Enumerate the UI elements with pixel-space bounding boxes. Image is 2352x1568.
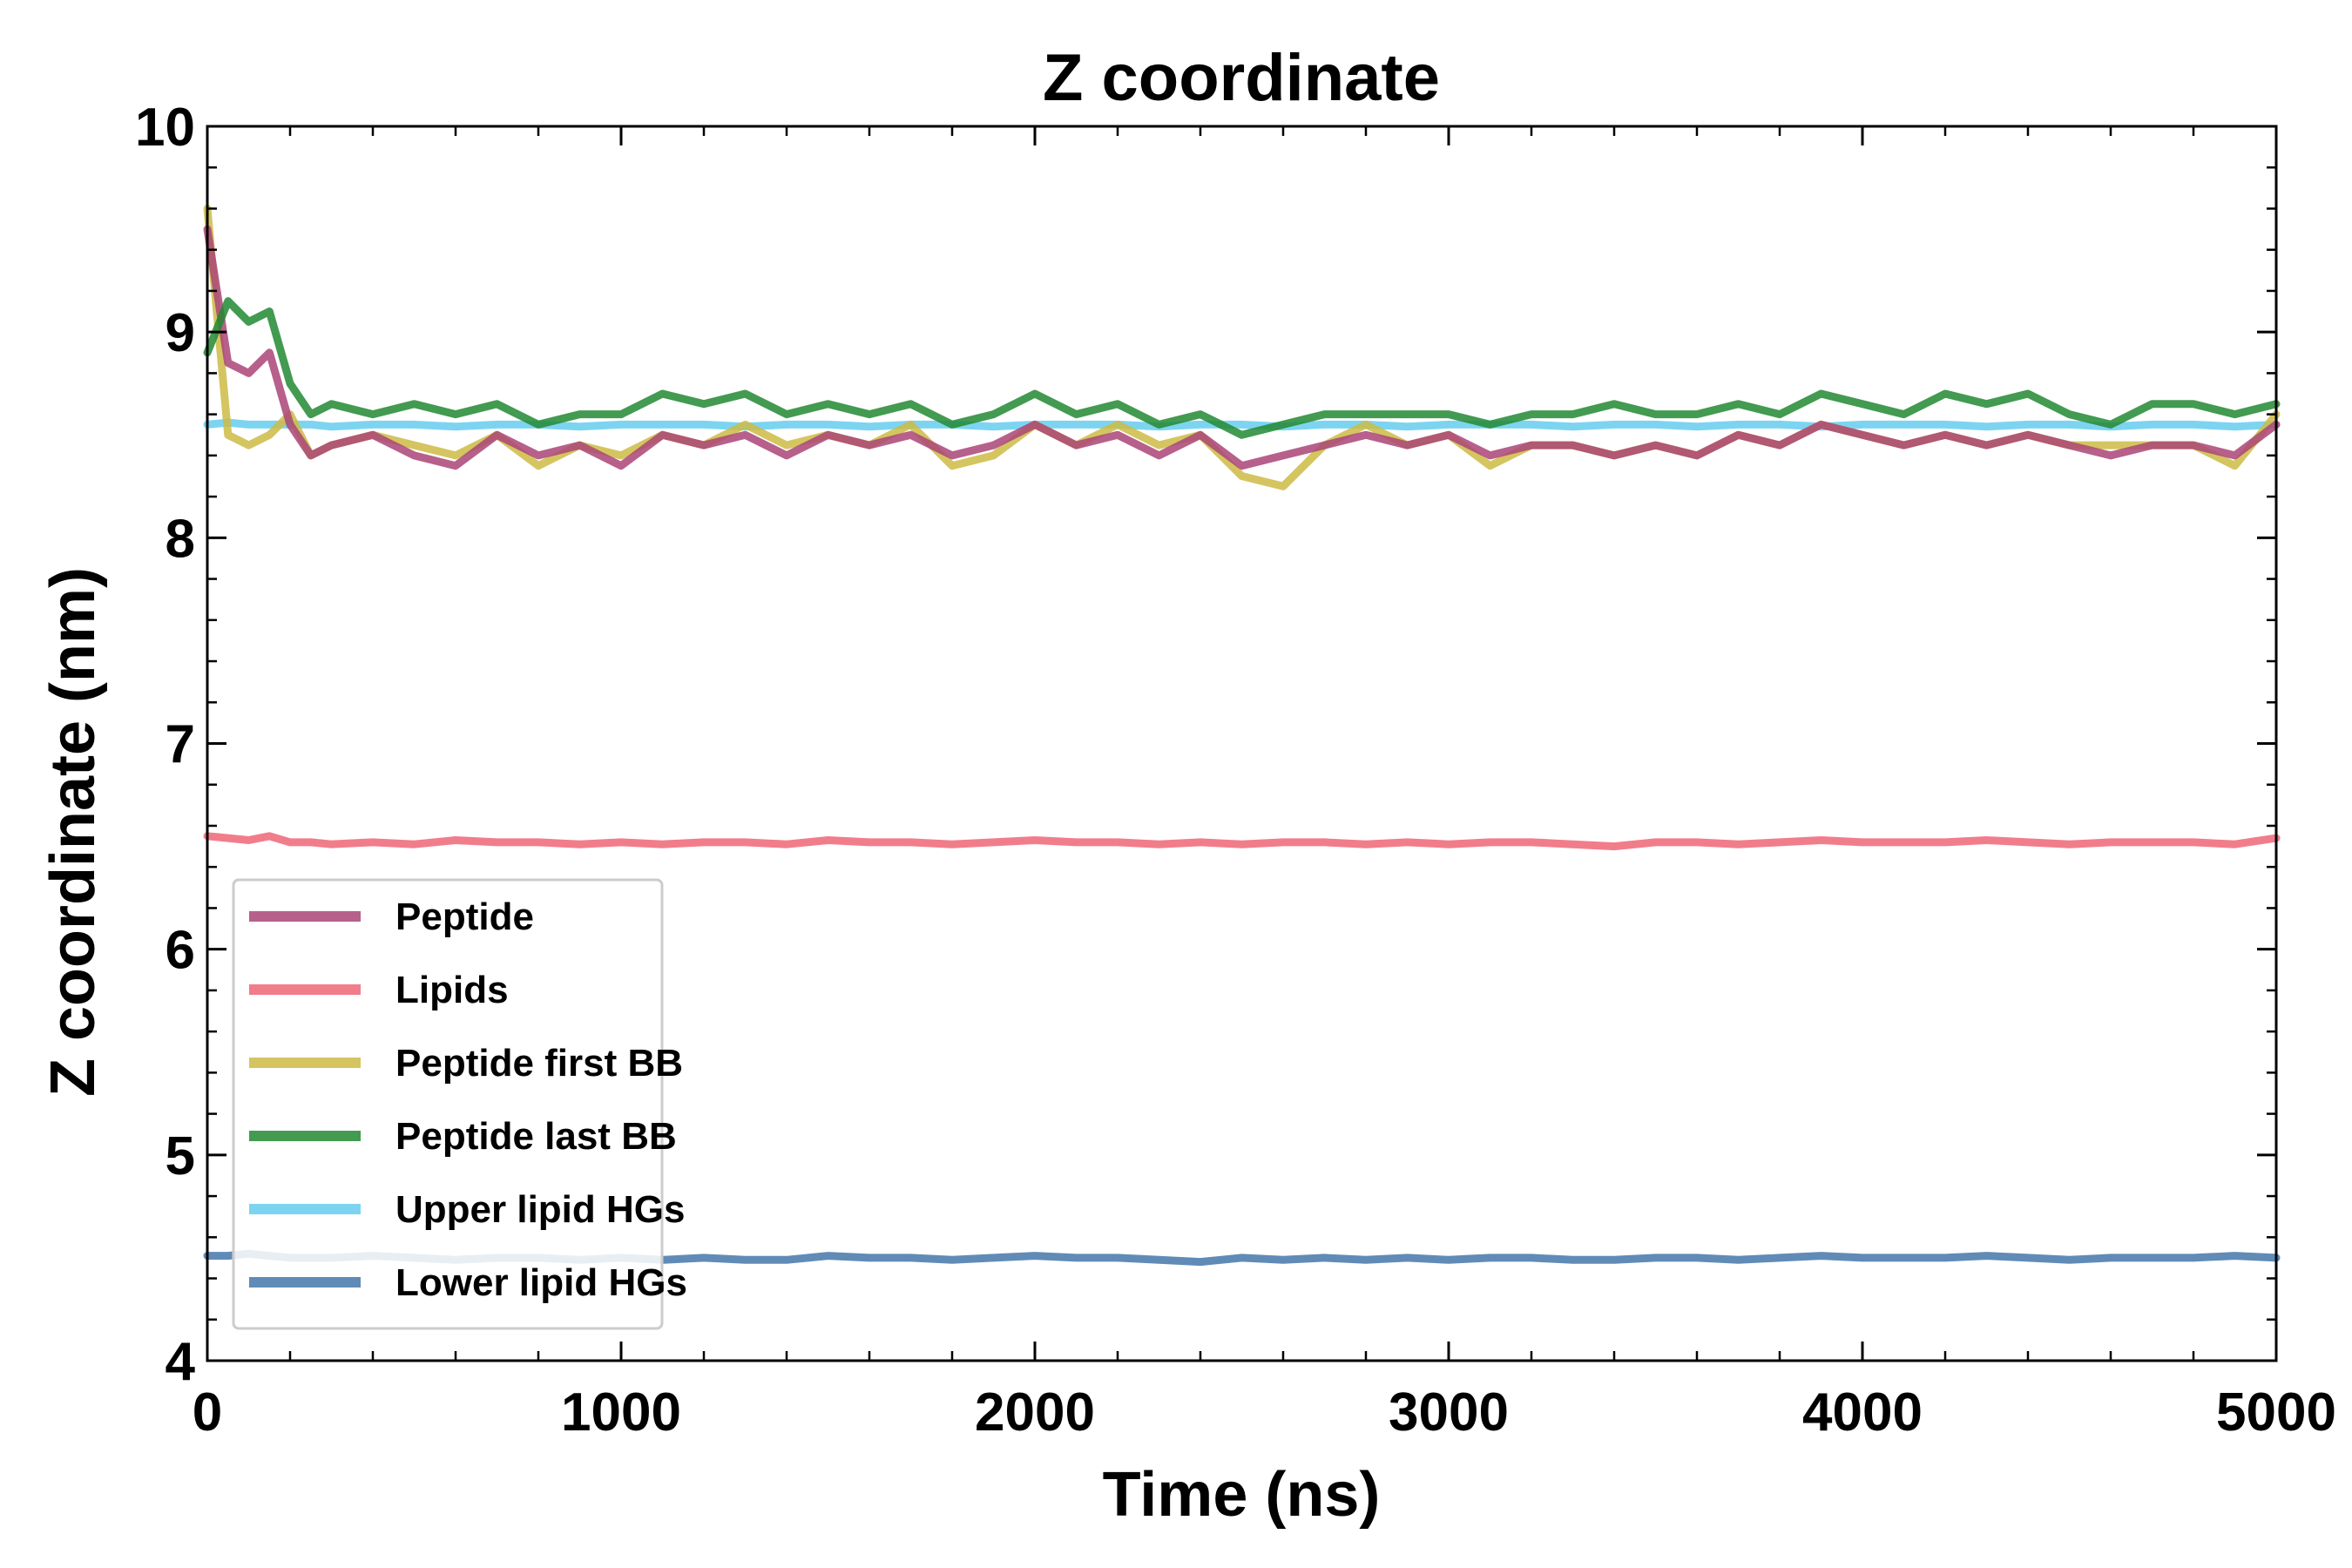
legend-label-peptide-last-bb: Peptide last BB bbox=[395, 1115, 677, 1158]
legend-label-peptide: Peptide bbox=[395, 896, 534, 938]
chart-title: Z coordinate bbox=[1043, 41, 1440, 115]
legend-label-peptide-first-bb: Peptide first BB bbox=[395, 1042, 683, 1085]
legend: Peptide Lipids Peptide first BB Peptide las… bbox=[232, 878, 687, 1330]
y-axis-label: Z coordinate (nm) bbox=[38, 567, 108, 1097]
x-tick-label: 3000 bbox=[1389, 1382, 1509, 1443]
x-tick-label: 1000 bbox=[561, 1382, 681, 1443]
series-line-upper-lipid-hgs bbox=[203, 418, 2281, 431]
y-tick-label: 4 bbox=[166, 1332, 196, 1392]
x-tick-label: 4000 bbox=[1802, 1382, 1923, 1443]
ticks-layer: 0 1000 2000 3000 4000 5000 4 5 6 7 8 9 10 bbox=[135, 98, 2336, 1443]
legend-label-lipids: Lipids bbox=[395, 969, 509, 1011]
series-line-peptide-last-bb bbox=[203, 297, 2281, 439]
x-tick-label: 2000 bbox=[975, 1382, 1095, 1443]
series-line-peptide bbox=[203, 225, 2281, 470]
y-tick-label: 6 bbox=[166, 921, 195, 981]
x-tick-label: 0 bbox=[193, 1382, 222, 1443]
y-tick-label: 7 bbox=[166, 715, 195, 775]
legend-label-lower-lipid-hgs: Lower lipid HGs bbox=[395, 1261, 687, 1304]
x-axis-label: Time (ns) bbox=[1103, 1460, 1381, 1530]
x-tick-label: 5000 bbox=[2216, 1382, 2336, 1443]
y-tick-label: 10 bbox=[135, 98, 195, 158]
series-line-lipids bbox=[203, 832, 2281, 851]
legend-label-upper-lipid-hgs: Upper lipid HGs bbox=[395, 1188, 685, 1231]
plot-frame bbox=[206, 125, 2278, 1362]
y-tick-label: 9 bbox=[166, 303, 195, 363]
y-tick-label: 8 bbox=[166, 509, 195, 569]
y-tick-label: 5 bbox=[166, 1126, 195, 1186]
